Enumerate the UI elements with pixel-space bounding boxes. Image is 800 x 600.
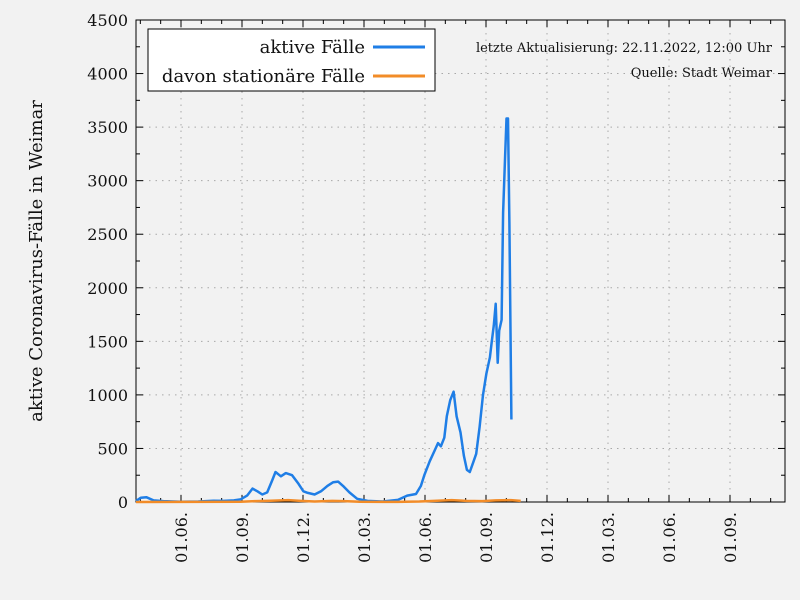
plot-area [135,19,786,503]
y-tick-label: 1000 [87,386,128,405]
x-tick-label: 01.06. [172,512,191,563]
series-line-stationaere-faelle [135,498,521,504]
x-tick-label: 01.03. [599,512,618,563]
y-tick-label: 3000 [87,172,128,191]
x-tick-label: 01.09. [233,512,252,563]
series-line-aktive-faelle [135,117,513,503]
annotation-text: letzte Aktualisierung: 22.11.2022, 12:00… [476,41,773,56]
x-tick-label: 01.09. [721,512,740,563]
x-tick-label: 01.03. [355,512,374,563]
legend-label: aktive Fälle [260,37,365,58]
y-tick-label: 1500 [87,332,128,351]
series-lines [135,117,521,504]
y-axis: 0 500 1000 1500 2000 2500 3000 3500 4000 4500 [87,11,785,512]
y-tick-label: 2000 [87,279,128,298]
y-tick-label: 2500 [87,225,128,244]
y-tick-label: 0 [118,493,128,512]
legend-box [147,28,436,92]
grid [136,20,785,502]
x-tick-label: 01.12. [538,512,557,563]
y-tick-label: 4000 [87,65,128,84]
x-tick-label: 01.06. [660,512,679,563]
y-tick-label: 4500 [87,11,128,30]
x-tick-label: 01.09. [477,512,496,563]
annotations: letzte Aktualisierung: 22.11.2022, 12:00… [476,41,773,81]
y-axis-label: aktive Coronavirus-Fälle in Weimar [26,100,47,422]
legend-label: davon stationäre Fälle [162,66,365,87]
x-tick-label: 01.12. [294,512,313,563]
annotation-text: Quelle: Stadt Weimar [631,66,773,81]
y-tick-label: 500 [97,439,128,458]
y-tick-label: 3500 [87,118,128,137]
x-tick-label: 01.06. [416,512,435,563]
legend: aktive Fälle davon stationäre Fälle [147,28,436,92]
x-axis: 01.06. 01.09. 01.12. 01.03. 01.06. 01.09. 01.1… [139,20,772,563]
